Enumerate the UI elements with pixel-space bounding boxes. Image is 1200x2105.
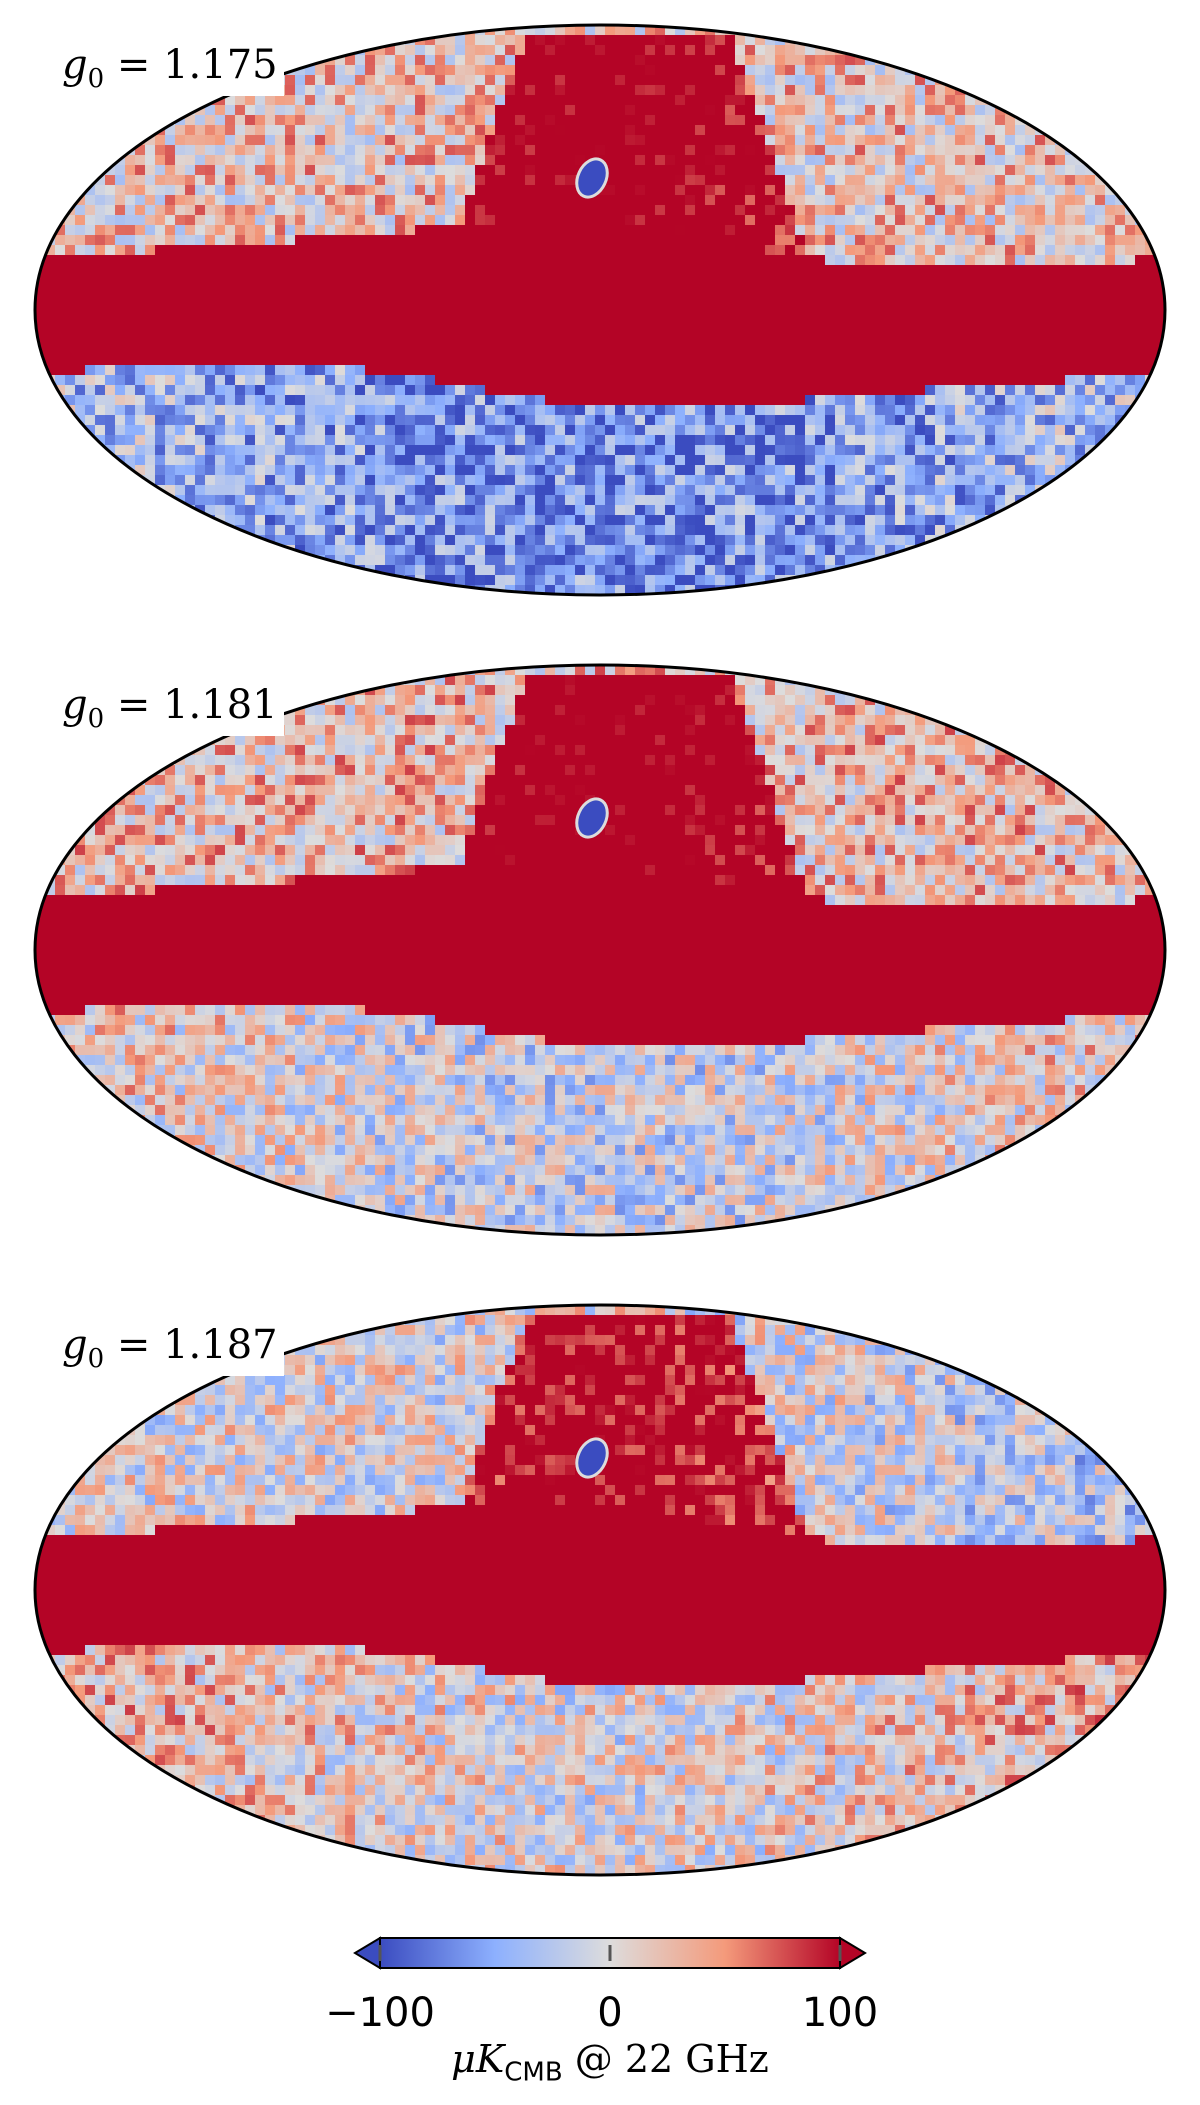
colorbar-bar (353, 1936, 867, 1970)
colorbar-extend-low (353, 1936, 381, 1970)
gain-value: = 1.181 (116, 682, 278, 728)
mollweide-sky-map (33, 663, 1167, 1237)
gain-value: = 1.187 (116, 1322, 278, 1368)
panel-gain-label: g0 = 1.175 (56, 42, 284, 96)
map-outline (33, 23, 1167, 597)
gain-subscript: 0 (87, 1344, 105, 1374)
colorbar: −100 0 100 μKCMB @ 22 GHz (325, 1935, 878, 2095)
gain-value: = 1.175 (116, 42, 278, 88)
gain-symbol: g (62, 42, 88, 88)
colorbar-unit-suffix: @ 22 GHz (562, 2037, 769, 2081)
sky-map-pixels (35, 1305, 1165, 1875)
gain-subscript: 0 (87, 704, 105, 734)
colorbar-tick-label: 100 (801, 1990, 879, 2036)
colorbar-unit-sub: CMB (504, 2057, 563, 2088)
mollweide-sky-map (33, 23, 1167, 597)
cold-spot-feature (575, 157, 609, 199)
sky-map-panel: g0 = 1.181 (30, 660, 1170, 1240)
sky-map-pixels (35, 665, 1165, 1235)
map-outline (33, 1303, 1167, 1877)
colorbar-unit-main: μK (451, 2037, 505, 2081)
colorbar-tick-label: 0 (597, 1990, 623, 2036)
gain-subscript: 0 (87, 64, 105, 94)
panel-gain-label: g0 = 1.187 (56, 1322, 284, 1376)
sky-map-panel: g0 = 1.187 (30, 1300, 1170, 1880)
mollweide-sky-map (33, 1303, 1167, 1877)
cold-spot-feature (575, 797, 609, 839)
panel-gain-label: g0 = 1.181 (56, 682, 284, 736)
cold-spot-feature (575, 1437, 609, 1479)
colorbar-tick-label: −100 (325, 1990, 435, 2036)
colorbar-extend-high (839, 1936, 867, 1970)
gain-symbol: g (62, 1322, 88, 1368)
sky-map-panel: g0 = 1.175 (30, 20, 1170, 600)
map-outline (33, 663, 1167, 1237)
colorbar-unit-label: μKCMB @ 22 GHz (350, 2037, 870, 2088)
sky-map-pixels (35, 25, 1165, 595)
gain-symbol: g (62, 682, 88, 728)
